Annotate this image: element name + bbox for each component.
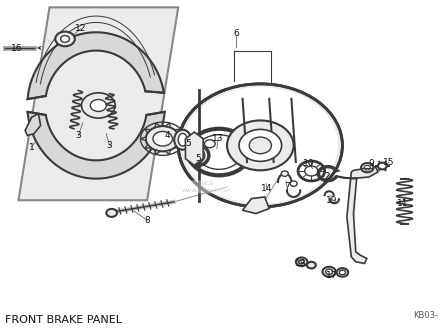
Polygon shape [155,123,160,128]
Circle shape [378,163,387,169]
Text: 4: 4 [164,131,170,140]
Polygon shape [165,150,170,155]
Text: 16: 16 [10,44,22,53]
Text: FRONT BRAKE PANEL: FRONT BRAKE PANEL [5,315,122,325]
Polygon shape [165,123,170,128]
Polygon shape [186,132,203,165]
Text: 7: 7 [284,182,290,191]
Polygon shape [140,137,146,141]
Circle shape [82,93,115,118]
Text: KB03-: KB03- [413,311,438,320]
Circle shape [337,268,348,277]
Circle shape [290,181,297,186]
Circle shape [307,262,316,269]
Polygon shape [179,137,185,141]
Text: 5: 5 [195,154,201,163]
Text: 6: 6 [233,29,239,38]
Circle shape [205,140,215,148]
Circle shape [322,267,336,277]
Text: 17: 17 [326,271,337,280]
Circle shape [299,260,304,264]
Text: 3: 3 [75,131,81,140]
Ellipse shape [174,130,191,150]
Ellipse shape [178,133,187,146]
Circle shape [106,209,117,217]
Circle shape [249,137,272,154]
Text: 13: 13 [212,134,224,143]
Circle shape [326,269,333,275]
Polygon shape [28,112,165,179]
Text: 9: 9 [368,159,374,168]
Polygon shape [145,129,151,133]
Circle shape [91,100,106,112]
Text: 3: 3 [107,141,112,150]
Text: 11: 11 [396,199,408,208]
Polygon shape [25,114,41,135]
Polygon shape [18,7,178,200]
Text: 15: 15 [383,158,395,167]
Text: 5: 5 [185,139,191,148]
Text: 10: 10 [303,159,315,168]
Polygon shape [243,197,269,213]
Polygon shape [155,150,160,155]
Circle shape [227,121,293,170]
Polygon shape [28,32,164,99]
Text: 14: 14 [261,184,273,193]
Polygon shape [145,145,151,149]
Polygon shape [338,167,378,264]
Circle shape [296,258,307,266]
Text: 19: 19 [326,196,337,205]
Text: RCS
www.cmsnl.com: RCS www.cmsnl.com [182,181,232,193]
Circle shape [361,163,373,172]
Text: 2: 2 [324,172,330,181]
Text: 18: 18 [294,259,306,268]
Text: 12: 12 [75,24,86,33]
Circle shape [153,131,173,146]
Circle shape [146,126,180,151]
Circle shape [183,87,338,204]
Text: 8: 8 [144,216,150,225]
Circle shape [55,32,75,46]
Circle shape [178,84,343,207]
Circle shape [339,270,346,275]
Circle shape [281,171,288,176]
Circle shape [61,36,70,42]
Polygon shape [175,129,181,133]
Text: 1: 1 [29,143,35,152]
Circle shape [364,165,370,170]
Circle shape [239,129,281,161]
Polygon shape [175,145,181,149]
